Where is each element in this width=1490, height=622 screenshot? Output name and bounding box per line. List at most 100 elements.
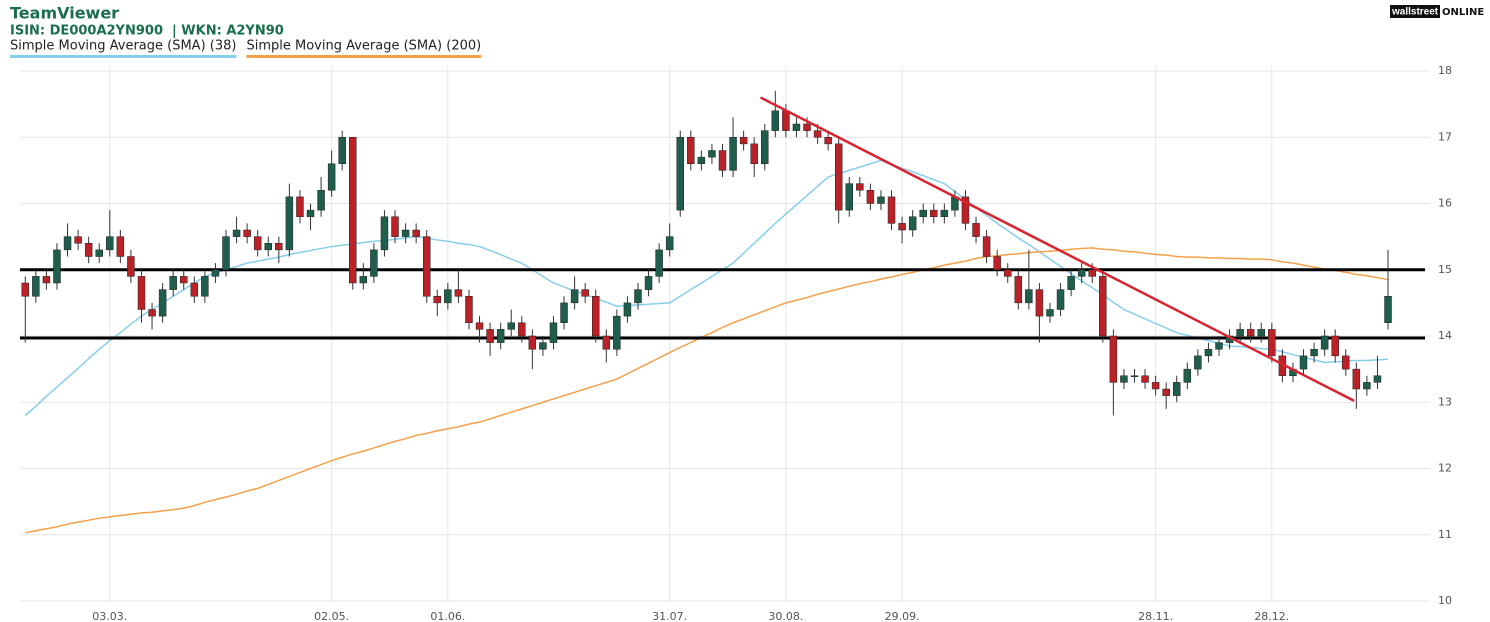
- candle-body: [687, 137, 695, 164]
- candle-body: [1067, 276, 1075, 290]
- candle-body: [127, 256, 135, 277]
- candle-body: [845, 183, 854, 211]
- candle-body: [507, 322, 515, 330]
- x-tick-label: 28.12.: [1254, 610, 1289, 622]
- candle-body: [930, 209, 938, 217]
- candle-body: [1194, 355, 1202, 370]
- y-tick-label: 10: [1438, 594, 1452, 607]
- candle-body: [169, 276, 177, 290]
- candle-body: [518, 322, 526, 337]
- candle-body: [1384, 296, 1392, 323]
- candle-body: [898, 223, 906, 231]
- candle-body: [528, 335, 537, 350]
- candle-body: [95, 249, 103, 257]
- candle-body: [1183, 368, 1192, 383]
- candle-body: [1088, 269, 1096, 277]
- candle-body: [1151, 382, 1160, 390]
- candle-body: [1035, 289, 1044, 317]
- candle-body: [972, 223, 980, 237]
- candle-body: [940, 209, 949, 217]
- candle-body: [887, 196, 896, 224]
- candle-body: [306, 209, 315, 217]
- candle-body: [824, 137, 832, 145]
- candle-body: [359, 276, 368, 284]
- candle-body: [264, 243, 272, 251]
- candle-body: [158, 289, 167, 317]
- candle-body: [32, 276, 40, 297]
- x-tick-label: 28.11.: [1138, 610, 1173, 622]
- candle-body: [116, 236, 125, 257]
- candle-body: [1342, 355, 1350, 370]
- candle-body: [106, 236, 114, 251]
- trend-line: [759, 96, 1355, 403]
- candle-body: [211, 269, 220, 277]
- y-tick-label: 13: [1438, 395, 1452, 408]
- candle-body: [422, 236, 431, 297]
- candle-body: [1109, 335, 1118, 383]
- candle-body: [676, 137, 684, 211]
- candle-body: [549, 322, 558, 343]
- candle-body: [486, 329, 494, 343]
- chart-title: TeamViewer: [10, 4, 119, 23]
- x-tick-label: 01.06.: [430, 610, 465, 622]
- candle-body: [285, 196, 294, 251]
- candle-body: [782, 110, 790, 131]
- candle-body: [739, 137, 748, 145]
- candle-body: [275, 243, 283, 251]
- candle-body: [697, 156, 706, 164]
- candle-body: [190, 282, 199, 297]
- candle-body: [539, 342, 547, 350]
- candle-body: [349, 137, 357, 284]
- candle-body: [1320, 335, 1329, 350]
- candle-body: [74, 236, 82, 244]
- candle-body: [1099, 276, 1107, 337]
- candle-body: [222, 236, 230, 270]
- candle-body: [444, 289, 452, 304]
- candle-body: [475, 322, 484, 330]
- candle-body: [834, 143, 843, 211]
- candle-body: [1077, 269, 1086, 277]
- candle-body: [750, 143, 758, 164]
- x-tick-label: 03.03.: [92, 610, 127, 622]
- candle-body: [380, 216, 389, 251]
- candle-body: [792, 123, 801, 131]
- candle-body: [201, 276, 209, 297]
- candle-body: [391, 216, 399, 237]
- candle-body: [570, 289, 579, 304]
- candle-body: [1363, 382, 1371, 390]
- candle-body: [1141, 375, 1149, 383]
- candle-body: [581, 289, 589, 297]
- candle-body: [961, 196, 970, 224]
- candle-body: [729, 137, 737, 171]
- chart-subtitle: ISIN: DE000A2YN900 | WKN: A2YN90: [10, 24, 284, 39]
- candle-body: [327, 163, 336, 191]
- candle-body: [253, 236, 262, 251]
- candle-body: [718, 150, 727, 171]
- candle-body: [982, 236, 991, 257]
- x-tick-label: 31.07.: [652, 610, 687, 622]
- candle-body: [1268, 329, 1276, 357]
- candle-body: [1331, 335, 1339, 357]
- candle-body: [1173, 382, 1181, 396]
- legend: Simple Moving Average (SMA) (38) Simple M…: [10, 39, 482, 58]
- candle-body: [560, 302, 568, 323]
- candle-body: [496, 329, 505, 343]
- candle-body: [370, 249, 378, 277]
- logo-box: [1390, 5, 1440, 18]
- candle-body: [655, 249, 663, 277]
- y-tick-label: 11: [1438, 528, 1452, 541]
- candle-body: [1003, 269, 1012, 277]
- y-tick-label: 14: [1438, 329, 1452, 342]
- candle-body: [1215, 342, 1223, 350]
- candle-body: [613, 315, 621, 350]
- candle-body: [1352, 368, 1361, 390]
- candle-body: [771, 110, 780, 131]
- candle-body: [877, 196, 885, 204]
- logo-left: wallstreet: [1391, 7, 1439, 18]
- y-tick-label: 16: [1438, 197, 1452, 210]
- y-tick-label: 15: [1438, 263, 1452, 276]
- candle-body: [1162, 388, 1170, 396]
- candle-body: [634, 289, 642, 304]
- candle-body: [708, 150, 716, 158]
